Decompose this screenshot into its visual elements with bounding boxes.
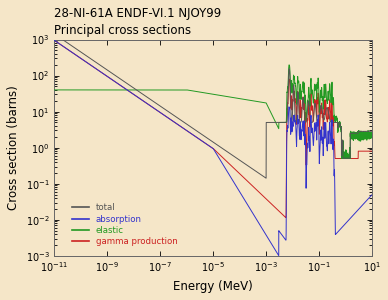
Legend: total, absorption, elastic, gamma production: total, absorption, elastic, gamma produc… [68,200,181,249]
Y-axis label: Cross section (barns): Cross section (barns) [7,85,20,210]
Text: 28-NI-61A ENDF-VI.1 NJOY99
Principal cross sections: 28-NI-61A ENDF-VI.1 NJOY99 Principal cro… [54,7,222,37]
X-axis label: Energy (MeV): Energy (MeV) [173,280,253,293]
